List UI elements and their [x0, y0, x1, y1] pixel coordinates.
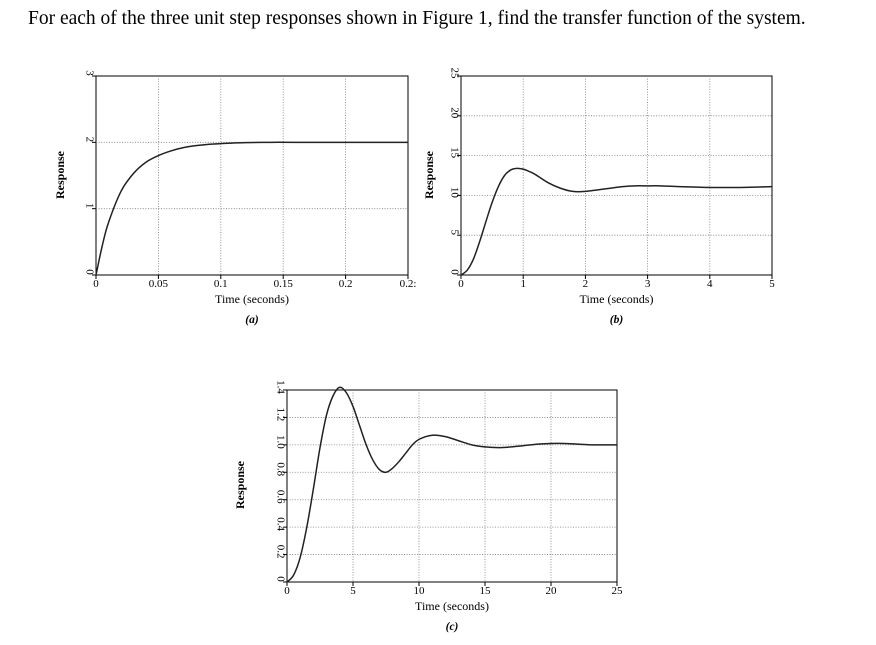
plot-c: 0 5 10 15 20 25 0 0.2 0.4 0.6 0.8 1.0 1.2 1.4 Time (se…	[233, 380, 623, 633]
y-tick-label: 5	[448, 229, 460, 235]
x-tick-label: 5	[350, 585, 356, 597]
y-axis-title: Response	[233, 460, 247, 509]
y-axis-title: Response	[53, 150, 67, 199]
y-tick-label: 0	[274, 576, 286, 582]
panel-label: (a)	[245, 314, 259, 326]
x-tick-label: 2	[583, 278, 589, 290]
y-tick-label: 1.0	[274, 435, 286, 449]
y-tick-label: 25	[448, 68, 460, 80]
x-tick-label: 3	[645, 278, 651, 290]
y-tick-label: 10	[448, 187, 460, 199]
x-tick-label: 0.05	[149, 278, 169, 290]
question-text: For each of the three unit step response…	[28, 8, 806, 29]
plot-frame	[460, 75, 773, 276]
x-axis-title: Time (seconds)	[415, 599, 489, 613]
x-tick-label: 0	[458, 278, 464, 290]
plot-frame	[286, 389, 618, 583]
x-tick-label: 0.1	[214, 278, 228, 290]
panel-label: (c)	[446, 621, 459, 633]
x-tick-label: 20	[546, 585, 558, 597]
plot-a: 0 0.05 0.1 0.15 0.2 0.2: 0 1 2 3 Time (seconds) (a)…	[53, 70, 416, 326]
step-response-curve	[286, 386, 617, 583]
y-tick-label: 0.4	[274, 517, 286, 531]
step-response-curve	[95, 141, 408, 276]
x-tick-label: 0.2:	[400, 278, 417, 290]
x-tick-label: 1	[520, 278, 526, 290]
y-tick-label: 0.8	[274, 462, 286, 476]
plot-b: 0 1 2 3 4 5 0 5 10 15 20 25 Time (seconds) (b) Respons…	[422, 68, 775, 327]
x-tick-label: 5	[769, 278, 775, 290]
step-response-curve	[460, 167, 773, 276]
y-tick-label: 20	[448, 107, 460, 119]
y-tick-label: 15	[448, 147, 460, 159]
y-tick-label: 2	[83, 137, 95, 143]
y-tick-label: 1.4	[274, 380, 286, 394]
y-tick-label: 1.2	[274, 408, 286, 422]
x-tick-label: 0	[93, 278, 99, 290]
y-tick-label: 0.6	[274, 490, 286, 504]
x-tick-label: 0	[284, 585, 290, 597]
y-tick-label: 0.2	[274, 545, 286, 559]
x-tick-label: 0.2	[339, 278, 353, 290]
y-tick-label: 0	[448, 269, 460, 275]
x-tick-label: 0.15	[274, 278, 294, 290]
y-tick-label: 1	[83, 203, 95, 209]
plot-frame	[95, 75, 409, 276]
y-tick-label: 0	[83, 269, 95, 275]
x-axis-title: Time (seconds)	[580, 292, 654, 306]
x-tick-label: 10	[414, 585, 426, 597]
y-tick-label: 3	[83, 70, 95, 76]
panel-label: (b)	[610, 314, 624, 326]
y-axis-title: Response	[422, 150, 436, 199]
x-axis-title: Time (seconds)	[215, 292, 289, 306]
x-tick-label: 4	[707, 278, 713, 290]
x-tick-label: 25	[612, 585, 624, 597]
x-tick-label: 15	[480, 585, 492, 597]
